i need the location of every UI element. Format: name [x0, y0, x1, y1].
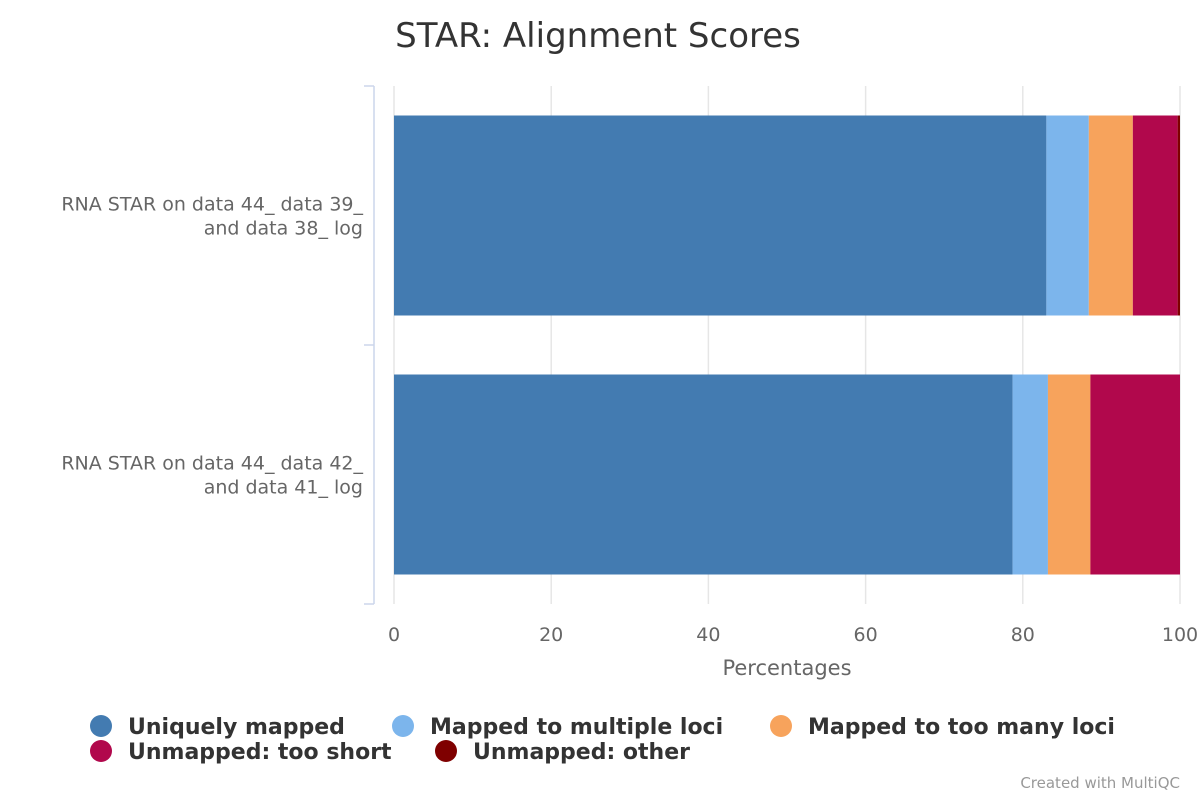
legend-swatch-3	[90, 740, 112, 762]
x-axis-title: Percentages	[722, 656, 851, 680]
bar-0-3[interactable]	[1132, 115, 1178, 316]
x-tick-label-4: 80	[1011, 624, 1035, 646]
legend-swatch-0	[90, 715, 112, 737]
category-label-1-0: RNA STAR on data 44_ data 42_	[61, 453, 363, 475]
legend-item-0[interactable]: Uniquely mapped	[90, 715, 345, 740]
bar-0-0[interactable]	[394, 115, 1047, 316]
bar-series	[394, 115, 1180, 575]
legend-item-1[interactable]: Mapped to multiple loci	[392, 715, 723, 740]
bar-1-3[interactable]	[1090, 374, 1180, 575]
legend: Uniquely mapped Mapped to multiple loci Ma…	[90, 715, 1115, 765]
category-label-1-1: and data 41_ log	[204, 477, 363, 499]
legend-item-4[interactable]: Unmapped: other	[435, 740, 690, 765]
x-tick-label-2: 40	[696, 624, 720, 646]
legend-label-0: Uniquely mapped	[128, 715, 345, 740]
legend-swatch-4	[435, 740, 457, 762]
multiqc-credit[interactable]: Created with MultiQC	[1020, 774, 1180, 792]
legend-label-2: Mapped to too many loci	[808, 715, 1115, 740]
category-label-0-1: and data 38_ log	[204, 218, 363, 240]
legend-item-3[interactable]: Unmapped: too short	[90, 740, 392, 765]
legend-item-2[interactable]: Mapped to too many loci	[770, 715, 1115, 740]
legend-label-1: Mapped to multiple loci	[430, 715, 723, 740]
bar-1-1[interactable]	[1012, 374, 1048, 575]
x-axis-ticks: 0 20 40 60 80 100	[388, 624, 1198, 646]
legend-label-3: Unmapped: too short	[128, 740, 392, 765]
bar-0-1[interactable]	[1046, 115, 1089, 316]
legend-swatch-2	[770, 715, 792, 737]
bar-0-2[interactable]	[1088, 115, 1133, 316]
x-tick-label-1: 20	[539, 624, 563, 646]
x-tick-label-0: 0	[388, 624, 400, 646]
category-axis: RNA STAR on data 44_ data 39_and data 38…	[61, 85, 375, 605]
x-tick-label-3: 60	[854, 624, 878, 646]
bar-1-2[interactable]	[1047, 374, 1091, 575]
category-label-0-0: RNA STAR on data 44_ data 39_	[61, 194, 363, 216]
x-tick-label-5: 100	[1162, 624, 1198, 646]
chart-title: STAR: Alignment Scores	[395, 16, 801, 56]
legend-label-4: Unmapped: other	[473, 740, 690, 765]
legend-swatch-1	[392, 715, 414, 737]
bar-1-0[interactable]	[394, 374, 1013, 575]
bar-0-4[interactable]	[1177, 115, 1180, 316]
